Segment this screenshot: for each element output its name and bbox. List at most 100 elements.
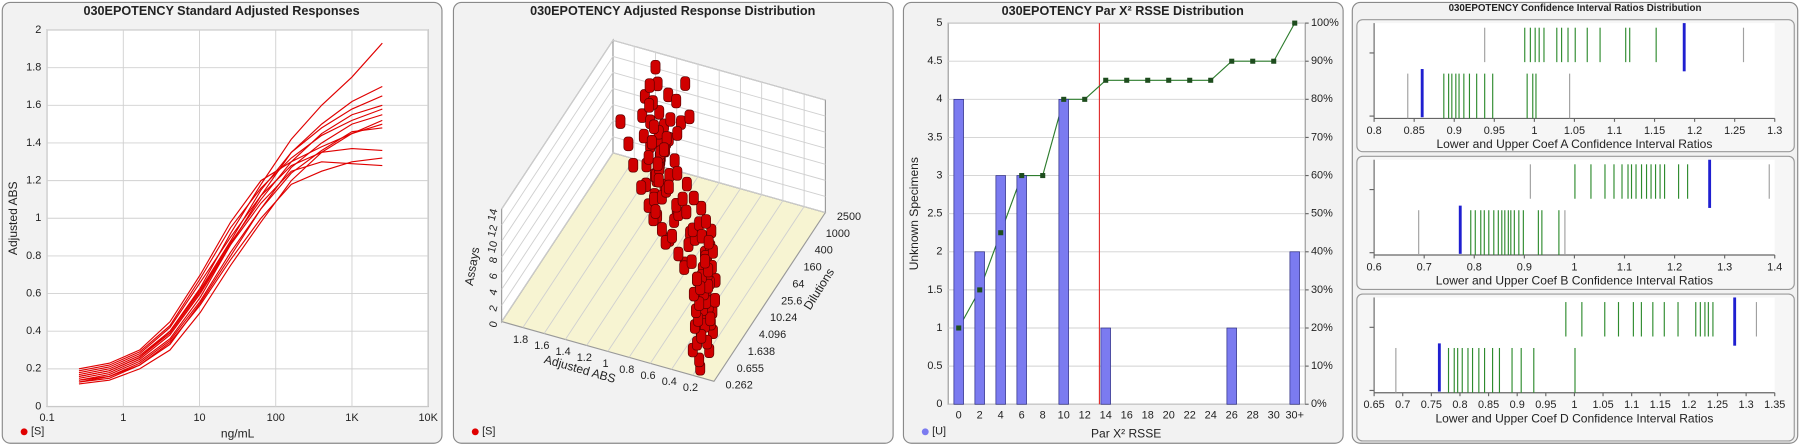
bar-3d — [703, 234, 714, 250]
y-tick-label: 25.6 — [781, 295, 802, 307]
grid-line — [501, 55, 826, 226]
x-tick-label: 6 — [1019, 410, 1025, 422]
bar-3d — [652, 156, 663, 172]
y-tick-label: 0.2 — [26, 363, 41, 375]
legend-label: [U] — [932, 426, 946, 438]
x-tick-label: 2 — [977, 410, 983, 422]
grid-line — [607, 70, 720, 352]
y-axis-title: Unknown Specimens — [907, 157, 921, 270]
x-tick-label: 0.9 — [1517, 261, 1532, 273]
line-marker — [1082, 96, 1088, 102]
x-tick-label: 1.1 — [1617, 261, 1632, 273]
x-tick-label: 8 — [1040, 410, 1046, 422]
y-tick-label: 0.262 — [726, 380, 753, 392]
z-axis-title: Assays — [462, 246, 483, 287]
grid-line — [692, 94, 805, 376]
x-tick-label: 1.3 — [1739, 399, 1754, 411]
x-axis-title: Lower and Upper Coef B Confidence Interv… — [1436, 274, 1713, 288]
bar-3d — [672, 126, 683, 141]
y-tick-label: 1.2 — [26, 174, 41, 186]
line-marker — [1103, 77, 1109, 83]
y2-tick-label: 10% — [1311, 360, 1333, 372]
x-axis-title: ng/mL — [221, 426, 255, 440]
x-tick-label: 0.7 — [1417, 261, 1432, 273]
bar-3d — [692, 271, 702, 287]
x-axis-title: Par X² RSSE — [1091, 426, 1161, 440]
bar-3d — [646, 135, 657, 150]
y2-tick-label: 50% — [1311, 208, 1333, 220]
y-tick-label: 0.8 — [26, 250, 41, 262]
bar-3d — [623, 136, 634, 152]
bar-3d — [667, 228, 677, 244]
x-tick-label: 10 — [193, 412, 205, 424]
x-tick-label: 100 — [267, 412, 285, 424]
data-line — [78, 148, 383, 374]
grid-line — [628, 76, 741, 358]
x-tick-label: 0.75 — [1421, 399, 1442, 411]
line-marker — [1145, 77, 1151, 83]
x-tick-label: 10K — [418, 412, 438, 424]
x-tick-label: 0.6 — [640, 370, 655, 382]
bar-3d — [665, 112, 676, 127]
line-marker — [956, 325, 962, 331]
x-tick-label: 30+ — [1285, 410, 1303, 422]
x-tick-label: 1.25 — [1707, 399, 1728, 411]
line-marker — [1250, 58, 1256, 64]
bar-3d — [700, 253, 710, 269]
grid-line — [501, 120, 826, 290]
x-tick-label: 1.35 — [1764, 399, 1785, 411]
y-tick-label: 0 — [35, 400, 41, 412]
y-tick-label: 4.096 — [759, 329, 786, 341]
x-tick-label: 1.3 — [1767, 125, 1782, 137]
bar — [1058, 98, 1069, 405]
z-tick-label: 6 — [487, 272, 500, 281]
y2-tick-label: 60% — [1311, 169, 1333, 181]
y-tick-label: 0.4 — [26, 325, 41, 337]
bar-3d — [615, 114, 626, 129]
bar-3d — [681, 176, 692, 192]
x-tick-label: 12 — [1079, 410, 1091, 422]
x-tick-label: 18 — [1142, 410, 1154, 422]
bar-3d — [671, 93, 682, 109]
bar-3d — [628, 157, 639, 173]
bar-3d — [694, 352, 705, 368]
bar-3d — [644, 98, 655, 113]
grid-line — [649, 82, 763, 364]
x-tick-label: 30 — [1268, 410, 1280, 422]
y-tick-label: 1.5 — [927, 284, 942, 296]
x-tick-label: 0.95 — [1535, 399, 1556, 411]
y-tick-label: 4 — [936, 93, 942, 105]
y-tick-label: 2 — [35, 24, 41, 36]
bar — [1100, 327, 1111, 405]
y-tick-label: 400 — [815, 245, 833, 257]
grid-line — [586, 64, 699, 346]
chart-title: 030EPOTENCY Standard Adjusted Responses — [84, 4, 360, 18]
line-marker — [1187, 77, 1193, 83]
x-tick-label: 0.65 — [1364, 399, 1385, 411]
z-tick-label: 10 — [486, 240, 501, 255]
x-tick-label: 0.1 — [39, 412, 54, 424]
bar-3d — [705, 311, 716, 327]
bar-3d — [684, 109, 695, 125]
z-tick-label: 2 — [487, 304, 500, 313]
chart-title: 030EPOTENCY Par X² RSSE Distribution — [1002, 4, 1244, 18]
x-tick-label: 1.1 — [1607, 125, 1622, 137]
x-tick-label: 1 — [1571, 399, 1577, 411]
bar-3d — [696, 200, 707, 216]
x-tick-label: 1 — [1571, 261, 1577, 273]
x-tick-label: 1 — [120, 412, 126, 424]
grid-line — [501, 104, 826, 274]
line-marker — [1124, 77, 1130, 83]
x-tick-label: 0.7 — [1395, 399, 1410, 411]
y-tick-label: 10.24 — [770, 312, 797, 324]
line-marker — [1166, 77, 1172, 83]
y2-tick-label: 40% — [1311, 246, 1333, 258]
bar — [953, 98, 964, 405]
bar-3d — [643, 150, 654, 165]
line-marker — [998, 230, 1004, 236]
y-tick-label: 2500 — [837, 211, 861, 223]
bar — [995, 175, 1006, 405]
bar-3d — [656, 222, 667, 237]
